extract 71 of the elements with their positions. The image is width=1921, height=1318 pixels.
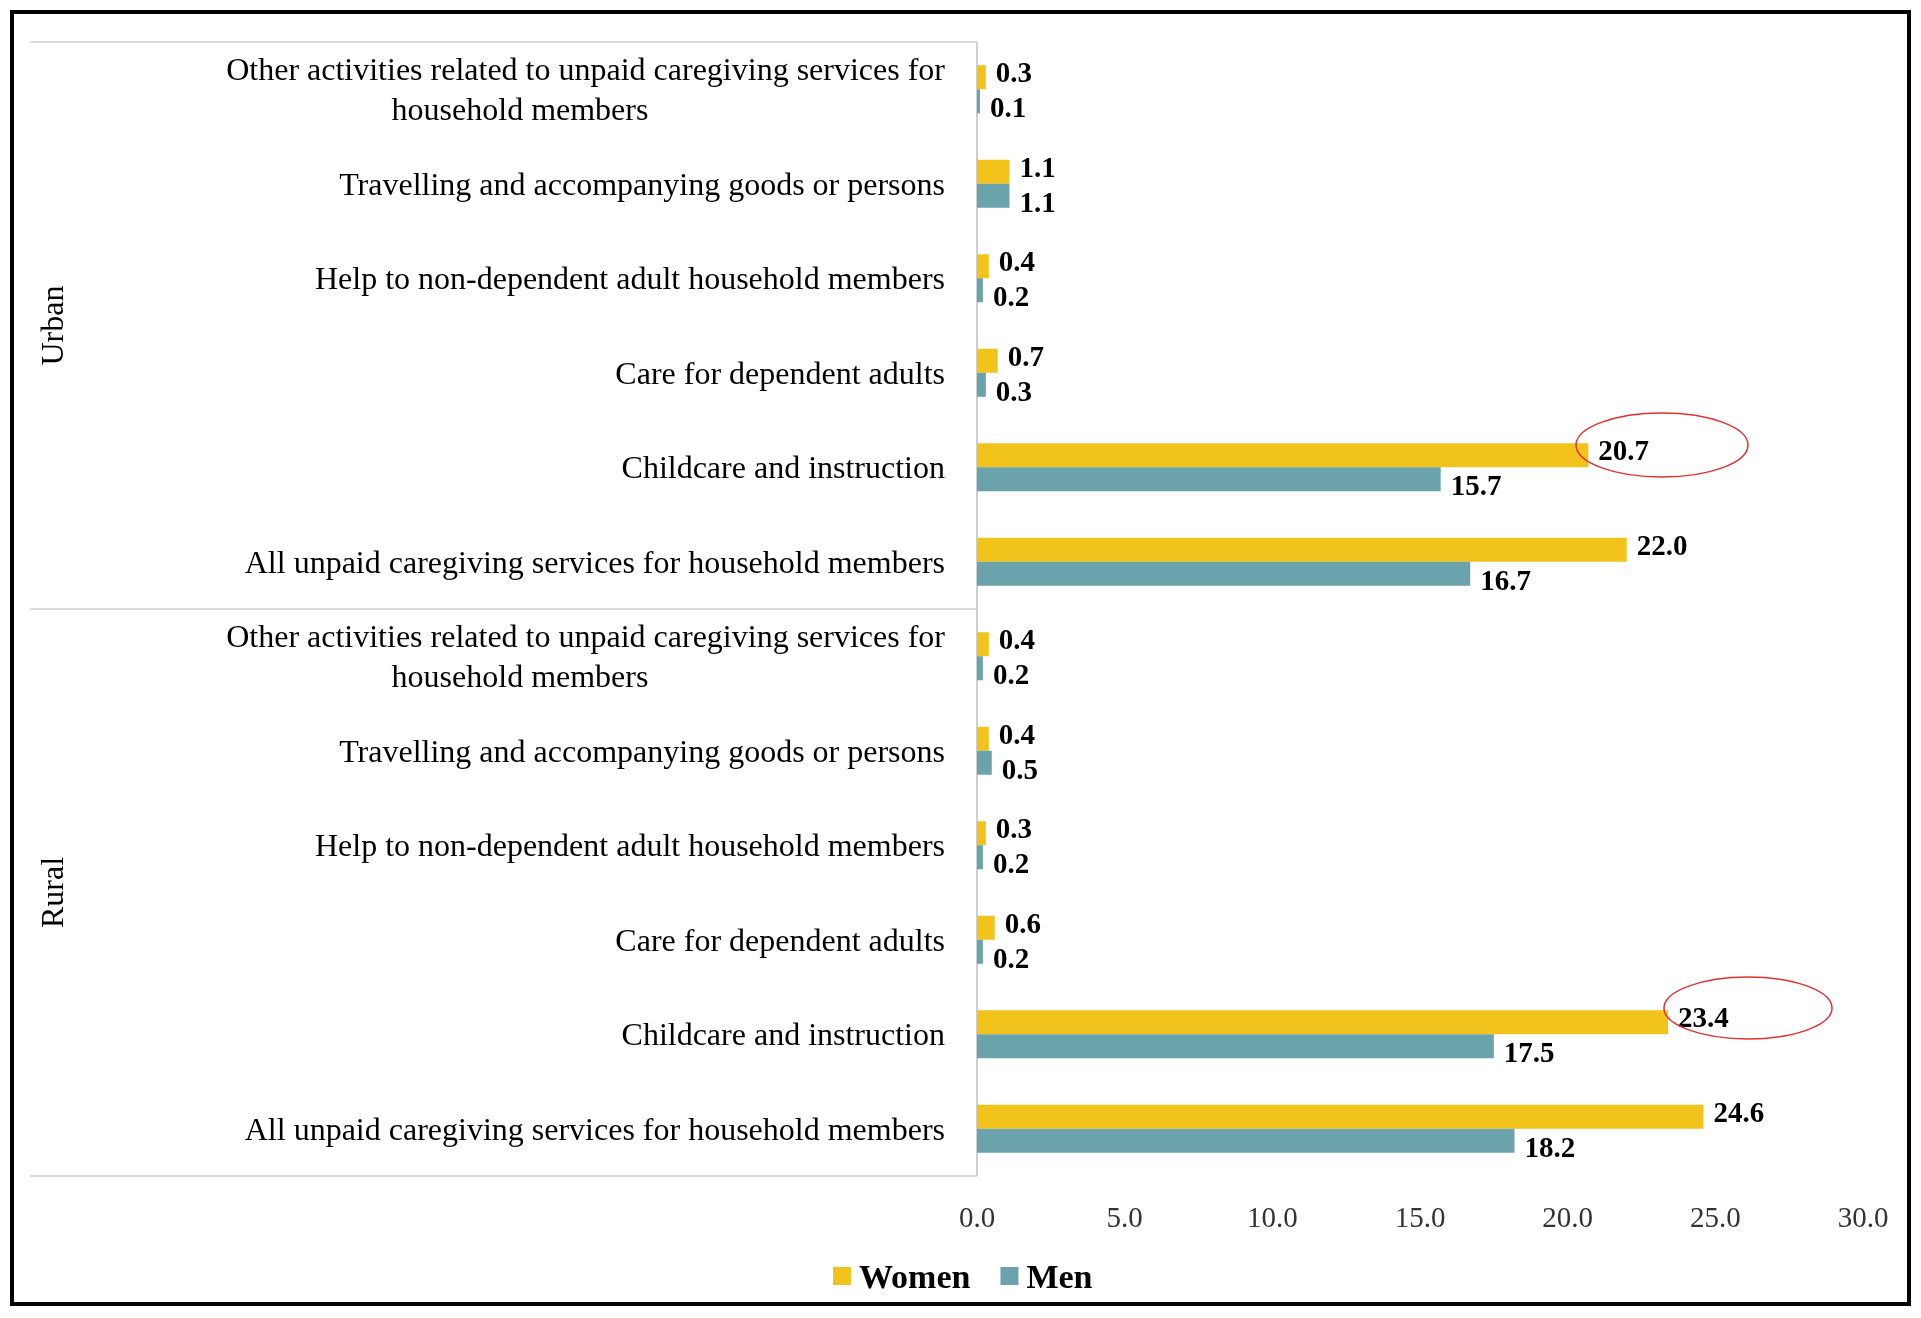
y-tick-label: Care for dependent adults xyxy=(615,354,945,391)
bar xyxy=(977,915,995,940)
x-tick-label: 20.0 xyxy=(1542,1201,1594,1234)
data-label: 0.3 xyxy=(995,374,1033,407)
data-label: 0.2 xyxy=(992,941,1030,974)
data-label: 0.2 xyxy=(992,658,1030,691)
bar xyxy=(977,537,1627,562)
y-tick-label: Care for dependent adults xyxy=(615,921,945,958)
x-tick-label: 5.0 xyxy=(1106,1201,1143,1234)
data-label: 16.7 xyxy=(1480,563,1531,596)
data-label: 23.4 xyxy=(1678,1001,1729,1034)
bar xyxy=(977,1010,1669,1035)
bar xyxy=(977,821,986,846)
y-tick-label: All unpaid caregiving services for household members xyxy=(244,1110,945,1147)
data-label: 0.4 xyxy=(998,623,1036,656)
legend-label: Women xyxy=(859,1257,971,1295)
bar xyxy=(977,561,1471,586)
data-label: 0.2 xyxy=(992,847,1030,880)
y-tick-label: Other activities related to unpaid caregiving services for household members xyxy=(226,618,946,695)
x-tick-label: 10.0 xyxy=(1246,1201,1298,1234)
bar xyxy=(977,1128,1515,1153)
bar xyxy=(977,443,1589,468)
data-label: 20.7 xyxy=(1598,434,1650,467)
bar xyxy=(977,726,989,751)
x-tick-label: 0.0 xyxy=(958,1201,996,1234)
bar xyxy=(977,939,983,964)
bar xyxy=(977,656,983,681)
y-tick-label: Childcare and instruction xyxy=(621,1016,945,1053)
data-label: 0.4 xyxy=(998,245,1036,278)
text: Urban xyxy=(34,285,71,366)
bar xyxy=(977,89,980,114)
legend-label: Men xyxy=(1026,1257,1093,1295)
bar xyxy=(977,254,989,279)
data-label: 0.3 xyxy=(995,812,1033,845)
bar xyxy=(977,467,1441,492)
x-tick-label: 15.0 xyxy=(1394,1201,1446,1234)
y-tick-label: Help to non-dependent adult household members xyxy=(314,260,945,297)
data-label: 17.5 xyxy=(1503,1036,1555,1069)
data-label: 1.1 xyxy=(1019,150,1056,183)
y-tick-label: Travelling and accompanying goods or persons xyxy=(339,732,945,769)
y-tick-label: Childcare and instruction xyxy=(621,449,945,486)
bar xyxy=(977,183,1010,208)
data-label: 22.0 xyxy=(1636,528,1688,561)
y-tick-label: Travelling and accompanying goods or persons xyxy=(339,165,945,202)
bar xyxy=(977,159,1010,184)
data-label: 0.7 xyxy=(1007,339,1044,372)
bar xyxy=(977,632,989,657)
y-tick-label: All unpaid caregiving services for household members xyxy=(244,543,945,580)
bar xyxy=(977,348,998,373)
data-label: 15.7 xyxy=(1450,469,1502,502)
bar xyxy=(977,372,986,397)
y-tick-label: Other activities related to unpaid caregiving services for household members xyxy=(226,51,946,128)
bar xyxy=(977,750,992,775)
data-label: 1.1 xyxy=(1019,185,1056,218)
y-tick-label: Help to non-dependent adult household members xyxy=(314,827,945,864)
data-label: 0.6 xyxy=(1004,906,1041,939)
data-label: 0.5 xyxy=(1001,752,1039,785)
data-label: 0.1 xyxy=(989,91,1027,124)
x-tick-label: 25.0 xyxy=(1689,1201,1741,1234)
text: Rural xyxy=(34,856,71,929)
bar xyxy=(977,1034,1494,1059)
data-label: 0.3 xyxy=(995,56,1033,89)
data-label: 0.4 xyxy=(998,717,1036,750)
data-label: 24.6 xyxy=(1713,1095,1765,1128)
bar xyxy=(977,278,983,303)
data-label: 18.2 xyxy=(1524,1130,1576,1163)
data-label: 0.2 xyxy=(992,280,1030,313)
bar xyxy=(977,65,986,90)
x-tick-label: 30.0 xyxy=(1837,1201,1889,1234)
bar xyxy=(977,845,983,870)
bar xyxy=(977,1104,1704,1129)
